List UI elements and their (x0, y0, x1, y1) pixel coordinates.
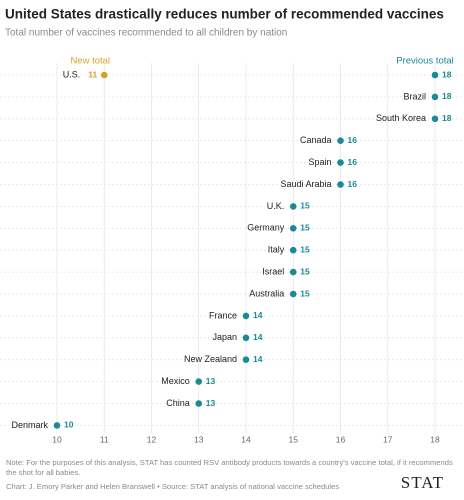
dot (100, 71, 108, 79)
x-tick-label: 18 (430, 435, 440, 445)
value-label: 16 (348, 179, 358, 189)
legend-label: Previous total (396, 56, 454, 67)
dot (53, 422, 61, 429)
category-label: Saudi Arabia (280, 179, 331, 189)
category-label: South Korea (376, 113, 426, 123)
value-label: 15 (300, 201, 310, 211)
value-label: 18 (442, 113, 452, 123)
value-label: 16 (348, 135, 358, 145)
value-label: 11 (88, 69, 97, 79)
x-tick-label: 15 (289, 435, 299, 445)
category-label: Australia (249, 288, 284, 298)
x-tick-label: 14 (241, 435, 251, 445)
dot (195, 378, 203, 385)
credit: Chart: J. Emory Parker and Helen Branswe… (6, 482, 340, 491)
category-label: U.S. (63, 69, 81, 79)
legend-label: New total (70, 56, 110, 67)
dot (195, 400, 203, 407)
category-label: Mexico (161, 376, 190, 386)
dot (242, 312, 250, 320)
category-label: Denmark (11, 420, 48, 430)
value-label: 15 (300, 288, 310, 298)
value-label: 13 (206, 376, 216, 386)
value-label: 13 (206, 398, 216, 408)
value-label: 15 (300, 244, 310, 254)
dot (289, 290, 297, 298)
dot (431, 93, 439, 101)
value-label: 15 (300, 223, 310, 233)
dot (431, 71, 439, 79)
dot (337, 181, 344, 188)
value-label: 18 (442, 91, 452, 101)
logo: STAT (401, 473, 444, 492)
chart-title: United States drastically reduces number… (5, 7, 444, 22)
dot (337, 137, 344, 144)
value-label: 15 (300, 266, 310, 276)
dot (289, 246, 297, 254)
x-tick-label: 17 (383, 435, 393, 445)
value-label: 10 (64, 420, 74, 430)
dot (289, 203, 297, 210)
category-label: Germany (247, 223, 285, 233)
x-tick-label: 13 (194, 435, 204, 445)
category-label: Israel (262, 266, 284, 276)
value-label: 14 (253, 332, 263, 342)
value-label: 18 (442, 69, 452, 79)
category-label: Brazil (403, 91, 426, 101)
category-label: Spain (308, 157, 331, 167)
category-label: Canada (300, 135, 332, 145)
x-tick-label: 10 (52, 435, 62, 445)
category-label: Italy (268, 245, 285, 255)
dot (337, 159, 344, 166)
category-label: New Zealand (184, 354, 237, 364)
category-label: Japan (212, 332, 237, 342)
note: Note: For the purposes of this analysis,… (6, 458, 453, 477)
category-label: France (209, 310, 237, 320)
value-label: 14 (253, 354, 263, 364)
category-label: China (166, 398, 190, 408)
dot (289, 225, 297, 232)
value-label: 16 (348, 157, 358, 167)
chart-subtitle: Total number of vaccines recommended to … (5, 28, 287, 39)
dot (431, 115, 439, 123)
category-label: U.K. (267, 201, 285, 211)
value-label: 14 (253, 310, 263, 320)
x-tick-label: 12 (147, 435, 157, 445)
dot (242, 334, 250, 342)
dot (289, 268, 297, 276)
dot (242, 356, 250, 364)
x-tick-label: 16 (336, 435, 346, 445)
x-tick-label: 11 (100, 435, 109, 445)
